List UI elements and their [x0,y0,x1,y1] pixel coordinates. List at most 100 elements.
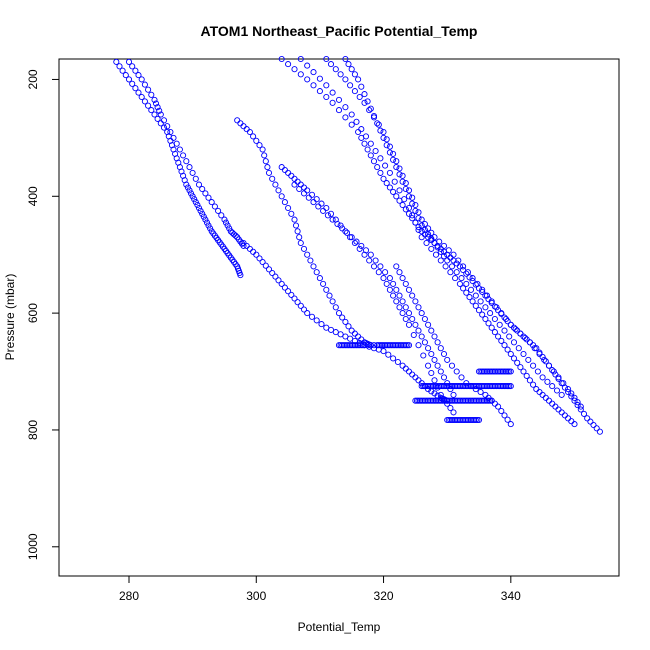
data-point [364,342,371,349]
data-point [453,269,460,276]
data-point [262,158,269,165]
data-point [428,327,435,334]
data-point [383,280,390,287]
data-point [272,273,279,280]
data-point [377,169,384,176]
data-point [568,418,575,425]
data-point [447,383,454,390]
data-point [491,400,498,407]
data-point [463,416,470,424]
data-point [440,242,448,249]
data-point [539,374,546,381]
data-point [425,362,432,369]
data-point [488,298,495,305]
data-point [386,286,393,293]
data-point [482,315,489,323]
data-point [412,201,419,209]
data-point [577,403,584,410]
data-point [329,89,336,96]
data-point [405,187,413,194]
data-point [187,190,195,197]
data-point [574,402,581,409]
data-point [135,89,142,96]
data-point [296,234,303,241]
data-point [308,313,316,320]
data-point [523,372,530,379]
data-point [450,409,457,416]
data-point [501,342,508,349]
data-point [116,63,123,70]
data-point [568,390,575,397]
data-point [469,298,476,305]
data-point [285,288,292,295]
data-point [390,280,397,287]
data-point [151,96,158,103]
data-point [396,187,403,194]
data-point [313,269,320,276]
data-point [552,403,559,410]
data-point [370,112,378,120]
data-point [412,374,419,381]
data-point [272,181,279,188]
data-point [472,386,479,393]
data-point [456,280,463,287]
data-point [405,342,413,349]
data-point [487,310,494,317]
data-point [226,225,233,232]
data-point [434,244,441,251]
data-point [507,421,514,428]
data-point [154,115,161,122]
data-point [246,245,253,252]
data-point [366,257,373,264]
data-point [437,257,444,264]
data-point [428,397,435,404]
data-point [337,331,344,338]
data-point [517,364,524,371]
data-point [467,286,475,293]
data-point [370,158,378,165]
data-point [496,321,503,328]
data-point [370,263,378,270]
data-point [362,247,370,254]
data-point [113,58,120,65]
data-point [318,321,325,328]
data-point [313,317,320,324]
data-point [568,393,575,400]
data-point [297,302,304,309]
data-point [448,263,456,270]
data-point [410,331,417,339]
data-point [211,203,218,210]
data-point [145,86,152,93]
data-point [534,368,541,375]
data-point [189,193,196,200]
data-point [545,362,553,369]
x-tick-label: 280 [119,589,139,603]
data-point [472,302,479,309]
data-point [415,377,422,384]
data-point [145,102,152,109]
data-point [504,416,511,423]
data-point [396,165,403,172]
data-point [506,333,513,340]
data-point [402,206,409,213]
data-point [418,222,425,229]
data-point [374,164,381,171]
data-point [125,58,133,65]
data-point [281,166,288,174]
data-point [399,298,406,305]
data-point [418,234,425,241]
data-point [437,391,444,398]
data-point [291,295,298,302]
data-point [447,254,454,261]
data-point [304,62,311,69]
data-point [507,321,514,328]
data-point [475,307,483,314]
data-point [243,126,250,133]
data-point [405,321,413,328]
data-point [340,342,347,349]
data-point [152,100,160,107]
data-point [498,383,505,390]
data-point [428,350,435,358]
data-point [227,228,234,235]
data-point [409,292,416,299]
